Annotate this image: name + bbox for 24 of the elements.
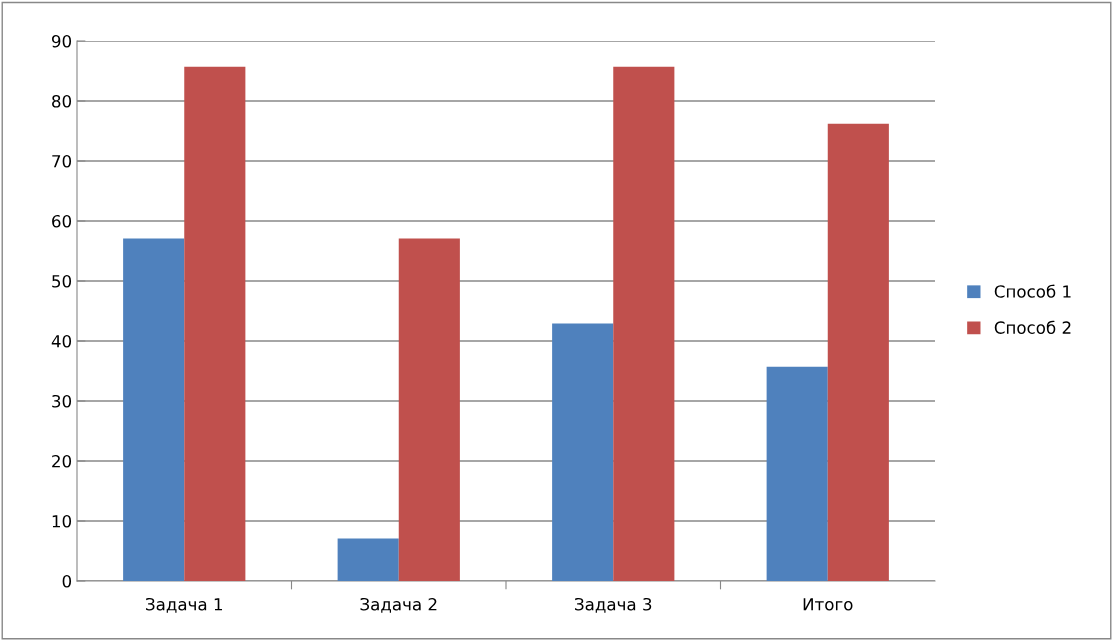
bar	[613, 66, 675, 581]
y-tick-label: 80	[52, 94, 72, 108]
bar	[337, 538, 399, 581]
bar	[552, 323, 614, 581]
bar	[184, 66, 246, 581]
y-tick-label: 50	[52, 274, 72, 288]
y-tick-label: 0	[62, 574, 72, 588]
bar	[766, 366, 828, 581]
y-tick-label: 10	[52, 514, 72, 528]
legend-label: Способ 2	[994, 320, 1071, 334]
x-tick-label: Итого	[803, 598, 853, 611]
y-tick-label: 60	[52, 214, 72, 228]
y-tick-label: 90	[51, 34, 72, 48]
y-tick-label: 70	[52, 154, 72, 168]
y-tick-label: 40	[51, 334, 72, 348]
x-tick-label: Задача 1	[146, 597, 223, 613]
x-tick-label: Задача 2	[360, 597, 437, 613]
legend-label: Способ 1	[994, 284, 1071, 298]
bar	[123, 238, 185, 581]
x-tick-label: Задача 3	[575, 597, 652, 613]
y-tick-label: 20	[52, 454, 72, 468]
y-tick-label: 30	[52, 394, 72, 408]
bar	[827, 123, 889, 581]
bar	[398, 238, 460, 581]
